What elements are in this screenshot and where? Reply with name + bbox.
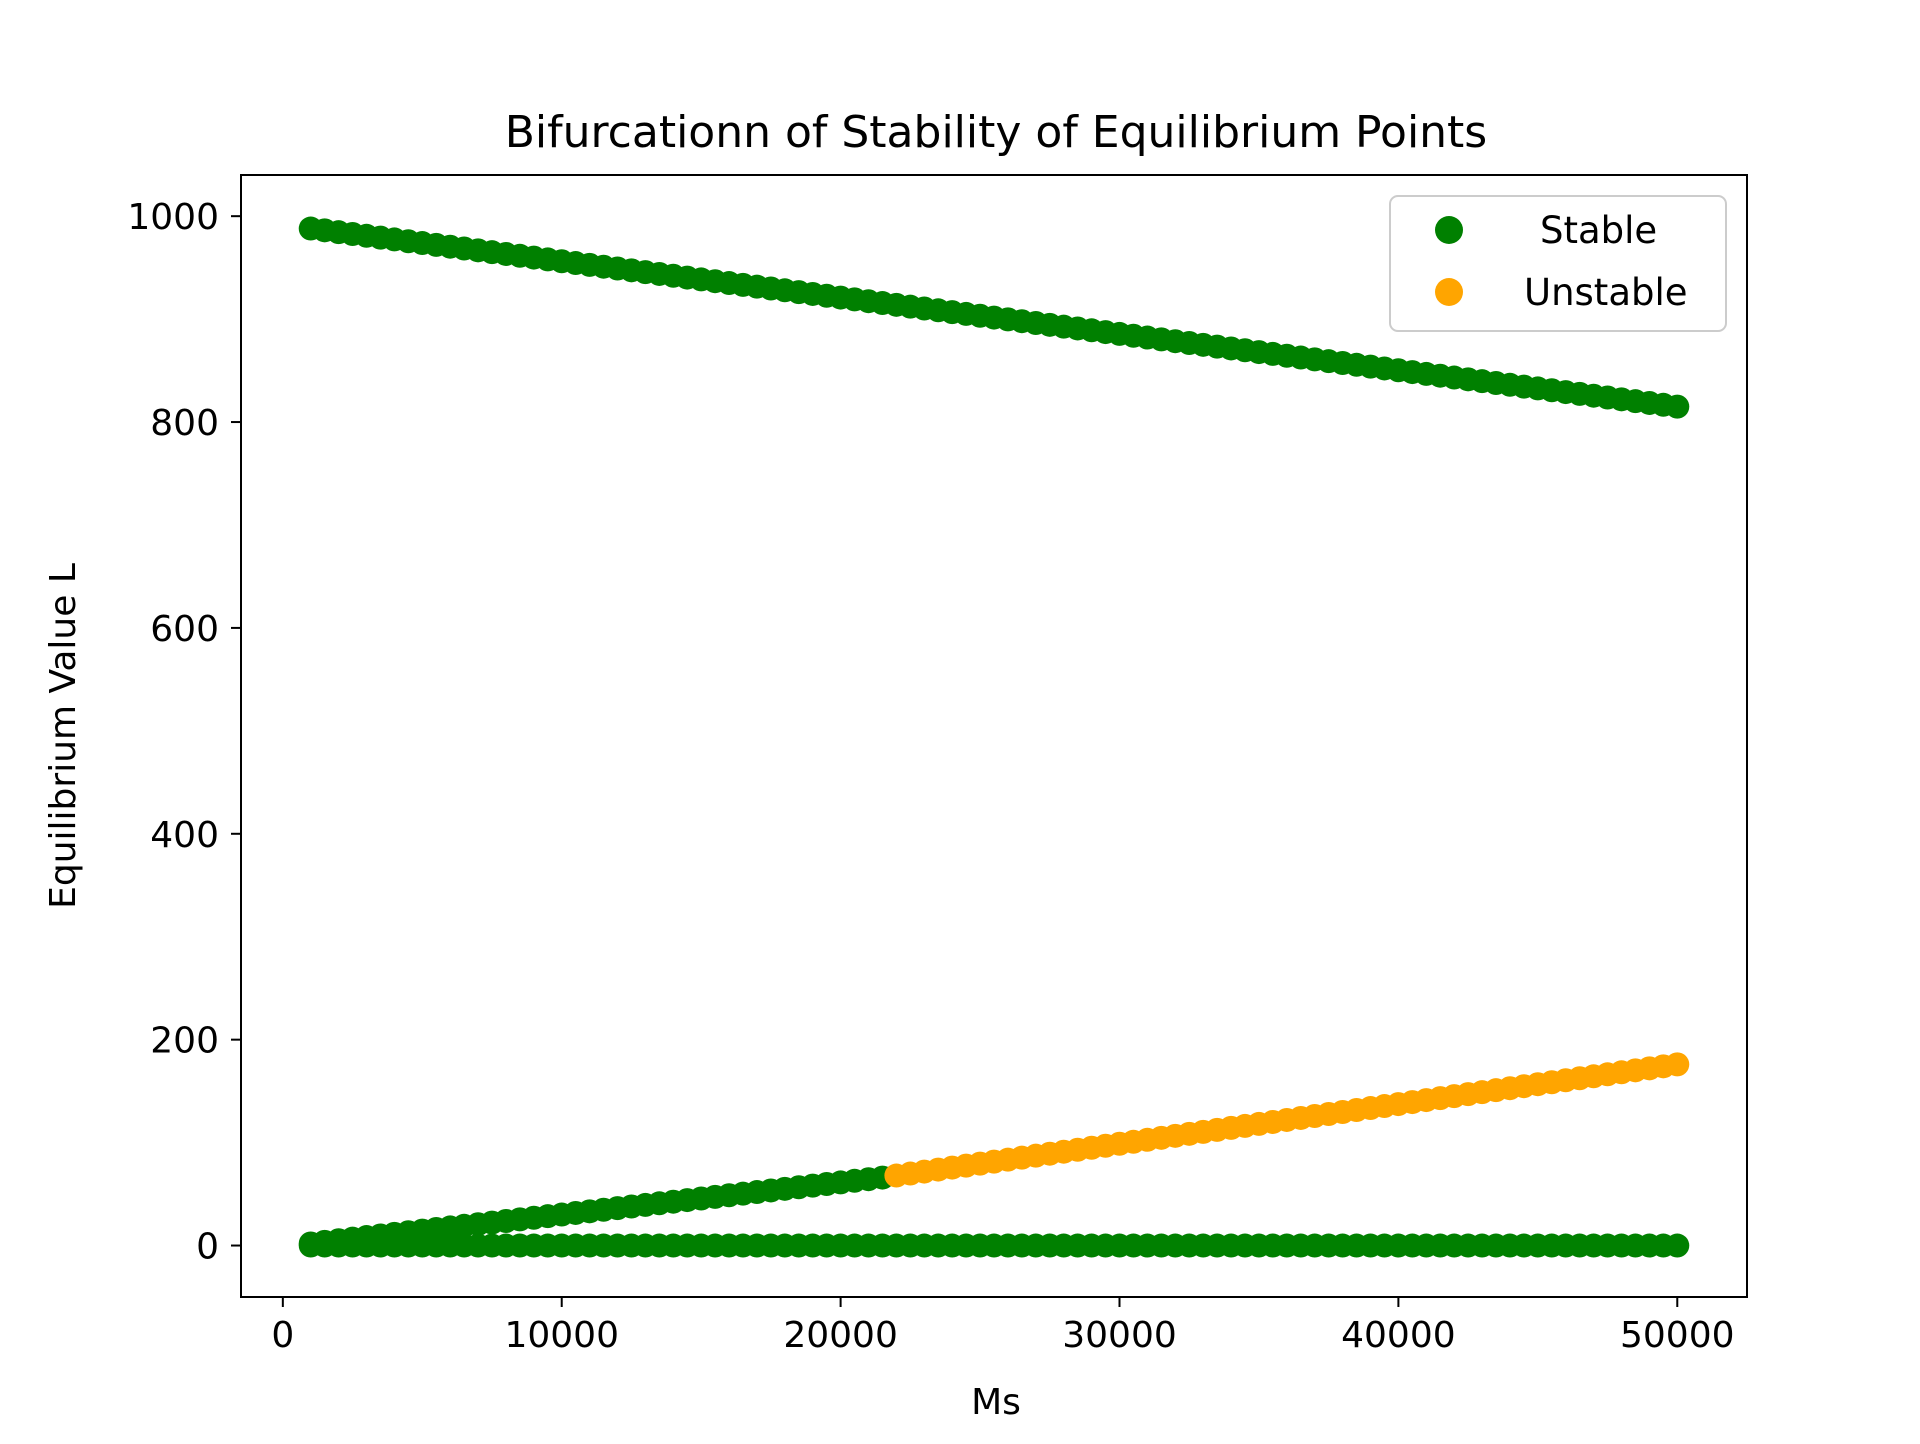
- x-tick-label: 20000: [783, 1315, 898, 1356]
- x-tick-label: 10000: [504, 1315, 619, 1356]
- legend-stable-label: Stable: [1540, 209, 1657, 252]
- legend-box: [1389, 195, 1727, 332]
- y-tick-label: 0: [196, 1227, 219, 1268]
- legend-stable-marker: [1435, 216, 1463, 244]
- y-tick-label: 600: [150, 609, 219, 650]
- y-tick-label: 400: [150, 815, 219, 856]
- legend: Stable Unstable: [1389, 195, 1727, 332]
- series-unstable: [884, 1052, 1690, 1188]
- chart-title: Bifurcationn of Stability of Equilibrium…: [505, 107, 1487, 158]
- x-tick-label: 0: [271, 1315, 294, 1356]
- points-layer: [298, 216, 1690, 1258]
- plot-frame: [240, 174, 1748, 1298]
- y-tick-label: 800: [150, 403, 219, 444]
- x-tick-label: 40000: [1341, 1315, 1456, 1356]
- series-stable: [298, 216, 1690, 1258]
- plot-background: [241, 175, 1747, 1297]
- x-tick-label: 50000: [1620, 1315, 1735, 1356]
- y-axis: 0 200 400 600 800 1000: [127, 197, 241, 1268]
- data-point-unstable: [1665, 1052, 1690, 1077]
- legend-unstable-label: Unstable: [1524, 271, 1688, 314]
- data-point-stable: [1665, 394, 1690, 419]
- y-tick-label: 200: [150, 1021, 219, 1062]
- y-tick-label: 1000: [127, 197, 219, 238]
- x-axis-label: Ms: [971, 1382, 1021, 1423]
- x-axis: 0 10000 20000 30000 40000 50000: [271, 1297, 1735, 1356]
- legend-unstable-marker: [1435, 278, 1463, 306]
- y-axis-label: Equilibrium Value L: [43, 563, 84, 909]
- plot-area: [240, 174, 1748, 1298]
- data-point-stable: [1665, 1233, 1690, 1258]
- x-tick-label: 30000: [1062, 1315, 1177, 1356]
